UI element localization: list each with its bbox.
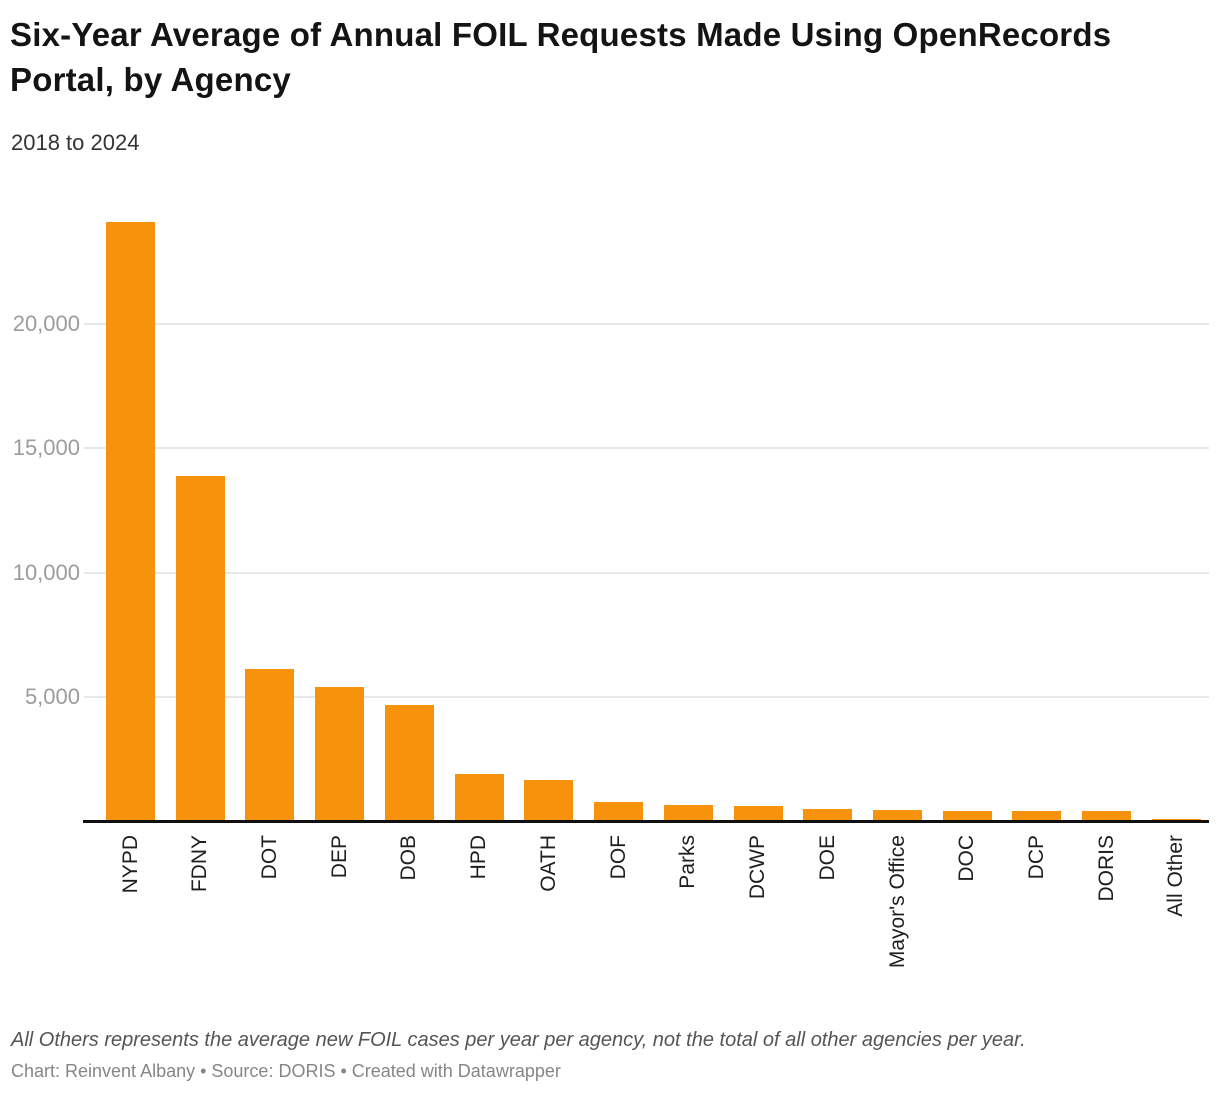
gridline [84, 695, 1209, 698]
bar-dep [315, 687, 364, 821]
bar-doe [803, 809, 852, 821]
bar-dot [245, 669, 294, 821]
bar-dof [594, 802, 643, 821]
bar-parks [664, 805, 713, 821]
y-axis-tick-label: 20,000 [12, 311, 80, 336]
chart-title: Six-Year Average of Annual FOIL Requests… [10, 16, 1112, 98]
bar-fdny [176, 476, 225, 821]
bar-doris [1082, 811, 1131, 821]
gridline [84, 447, 1209, 450]
bar-mayor-s-office [873, 810, 922, 821]
gridline [84, 323, 1209, 325]
bar-dcwp [734, 806, 783, 821]
x-axis-baseline [83, 820, 1209, 823]
bar-hpd [455, 774, 504, 821]
chart-footnote: All Others represents the average new FO… [11, 1029, 1026, 1051]
y-axis-tick-label: 15,000 [12, 435, 80, 461]
bar-doc [943, 811, 992, 821]
chart-subtitle: 2018 to 2024 [11, 130, 140, 155]
chart-credit-line: Chart: Reinvent Albany • Source: DORIS •… [11, 1061, 561, 1081]
bar-nypd [106, 222, 155, 821]
bar-dob [385, 705, 434, 821]
bar-oath [524, 780, 573, 821]
bar-dcp [1012, 811, 1061, 821]
y-axis-tick-label: 5,000 [24, 683, 80, 709]
gridline [84, 571, 1209, 574]
y-axis-tick-label: 10,000 [12, 559, 80, 585]
